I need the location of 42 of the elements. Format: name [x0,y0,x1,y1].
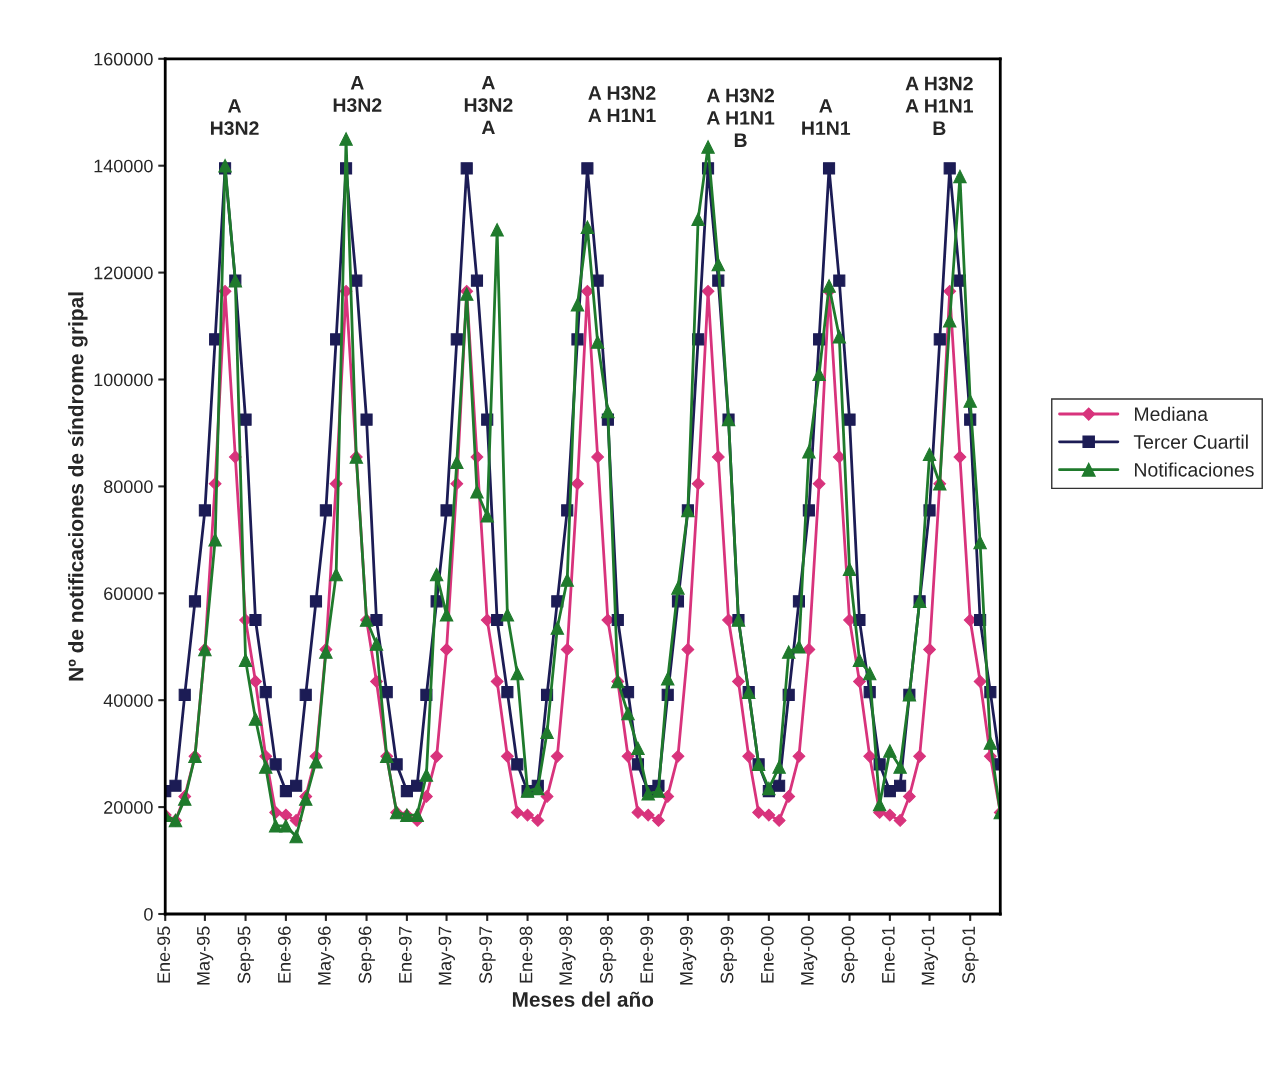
annotation: A H3N2 A H1N1 [588,86,656,123]
x-tick-label: Ene-98 [519,926,533,983]
annotation: A H3N2 [333,76,382,112]
x-tick-label: May-98 [559,926,576,985]
y-tick-label: 40000 [103,694,153,707]
x-tick-label: Sep-00 [841,926,858,984]
y-tick-label: 80000 [104,480,153,494]
y-tick-label: 120000 [94,266,153,280]
x-tick-label: Sep-95 [237,926,254,984]
x-tick-label: Ene-00 [760,926,774,983]
x-tick-label: May-95 [196,926,214,985]
x-tick-label: May-00 [800,926,818,985]
y-tick-label: 100000 [94,373,153,387]
y-tick-label: 60000 [104,587,153,601]
x-tick-label: Sep-96 [358,926,375,984]
x-axis-title: Meses del año [512,991,654,1007]
annotation: A H3N2 A H1N1 B [706,88,775,147]
annotation: A H3N2 A [464,75,513,135]
y-axis-title: Nº de notificaciones de síndrome gripal [67,292,88,681]
x-tick-label: May-01 [921,926,938,985]
x-tick-label: Ene-97 [398,926,412,983]
x-tick-label: Ene-95 [157,926,171,983]
x-tick-label: Ene-01 [881,926,895,983]
legend-label: Tercer Cuartil [1133,434,1248,449]
x-tick-label: May-97 [438,926,455,985]
legend-label: Notificaciones [1135,462,1254,477]
x-tick-label: Sep-01 [962,926,979,984]
x-tick-label: Sep-97 [479,926,496,984]
y-tick-label: 0 [144,907,153,921]
x-tick-label: Sep-99 [720,926,737,984]
annotation: A H3N2 [210,99,259,136]
y-tick-label: 160000 [94,52,153,66]
x-tick-label: Ene-99 [640,926,654,983]
annotation: A H1N1 [802,99,851,135]
legend-label: Mediana [1135,406,1208,422]
x-tick-label: May-99 [679,926,697,985]
x-tick-label: Ene-96 [277,926,291,983]
x-tick-label: Sep-98 [599,926,617,984]
y-tick-label: 20000 [104,801,153,814]
y-tick-label: 140000 [94,159,153,173]
x-tick-label: May-96 [317,926,335,985]
annotation: A H3N2 A H1N1 B [905,76,973,135]
